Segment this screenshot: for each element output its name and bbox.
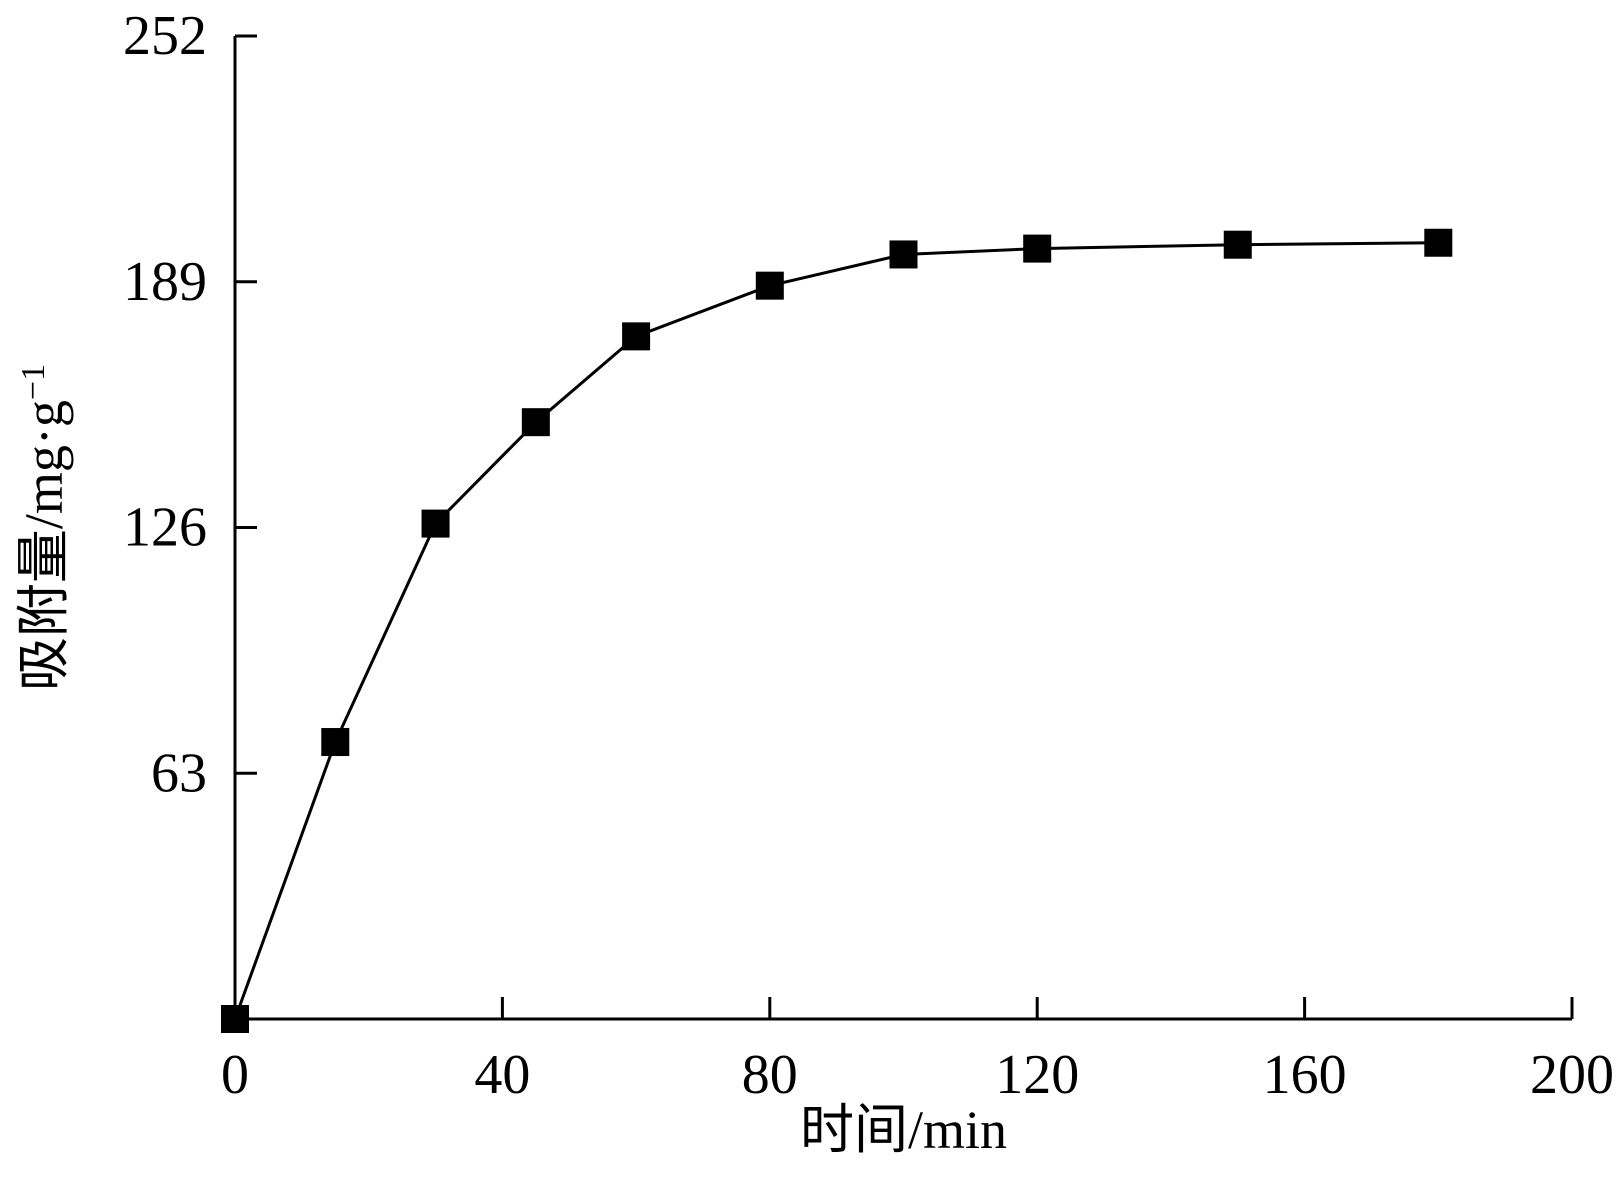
data-point-marker [321, 728, 350, 757]
data-point-marker [1223, 230, 1252, 259]
y-tick-label: 189 [123, 251, 207, 313]
data-point-marker [521, 408, 550, 437]
y-tick-label: 126 [123, 497, 207, 559]
x-tick-label: 120 [995, 1044, 1079, 1106]
x-tick-label: 80 [742, 1044, 798, 1106]
x-tick-label: 200 [1530, 1044, 1614, 1106]
data-point-marker [755, 271, 784, 300]
y-axis-title: 吸附量/mg·g−1 [14, 364, 74, 691]
x-tick-label: 40 [474, 1044, 530, 1106]
data-point-marker [622, 322, 651, 351]
data-point-marker [1023, 234, 1052, 263]
x-ticks: 0 40 80 120 160 200 [221, 997, 1614, 1106]
data-point-marker [1424, 228, 1453, 257]
y-ticks: 63 126 189 252 [123, 5, 257, 804]
series [221, 228, 1453, 1033]
y-tick-label: 63 [151, 742, 207, 804]
x-tick-label: 160 [1263, 1044, 1347, 1106]
x-axis-title: 时间/min [800, 1100, 1007, 1160]
y-axis-title-main: 吸附量/mg·g [14, 400, 74, 691]
series-line [233, 241, 1439, 1020]
y-tick-label: 252 [123, 5, 207, 67]
data-point-marker [421, 509, 450, 538]
y-axis-title-superscript: −1 [15, 364, 52, 400]
x-tick-label: 0 [221, 1044, 249, 1106]
data-point-marker [889, 240, 918, 269]
data-point-marker [221, 1005, 249, 1033]
